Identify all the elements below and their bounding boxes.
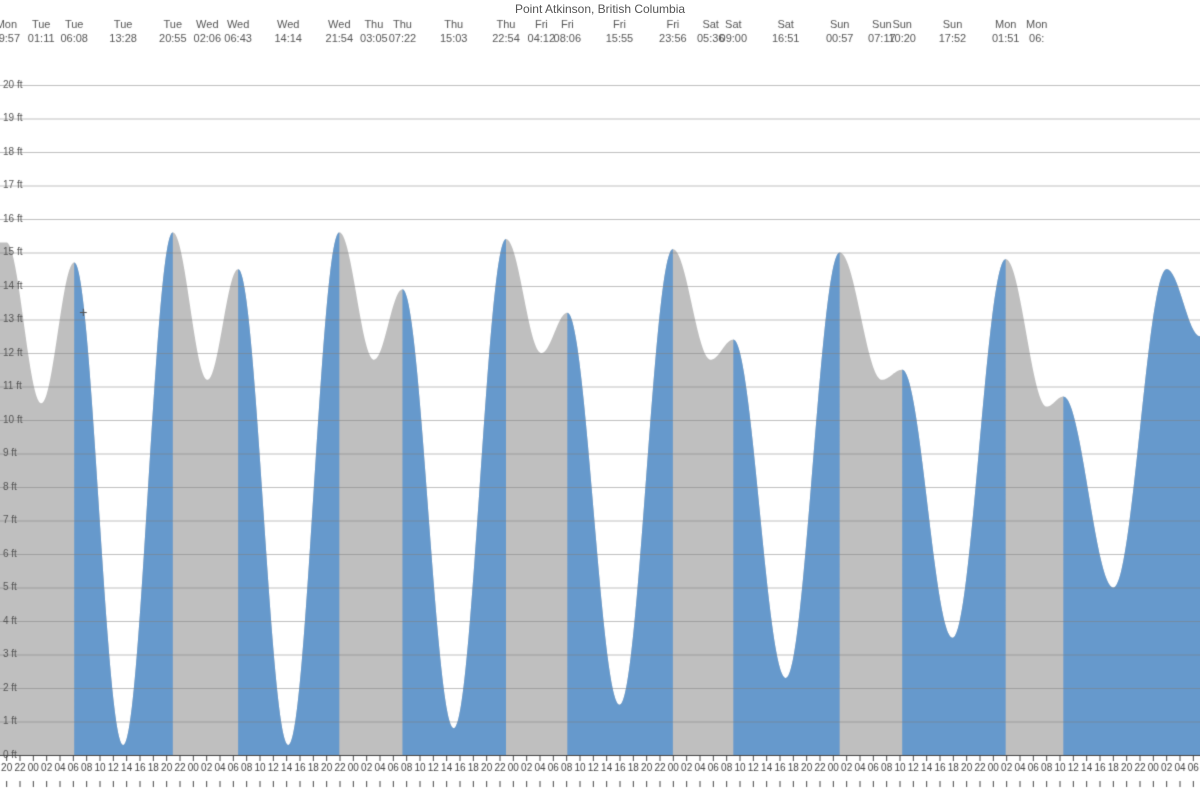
tide-chart bbox=[0, 0, 1200, 800]
